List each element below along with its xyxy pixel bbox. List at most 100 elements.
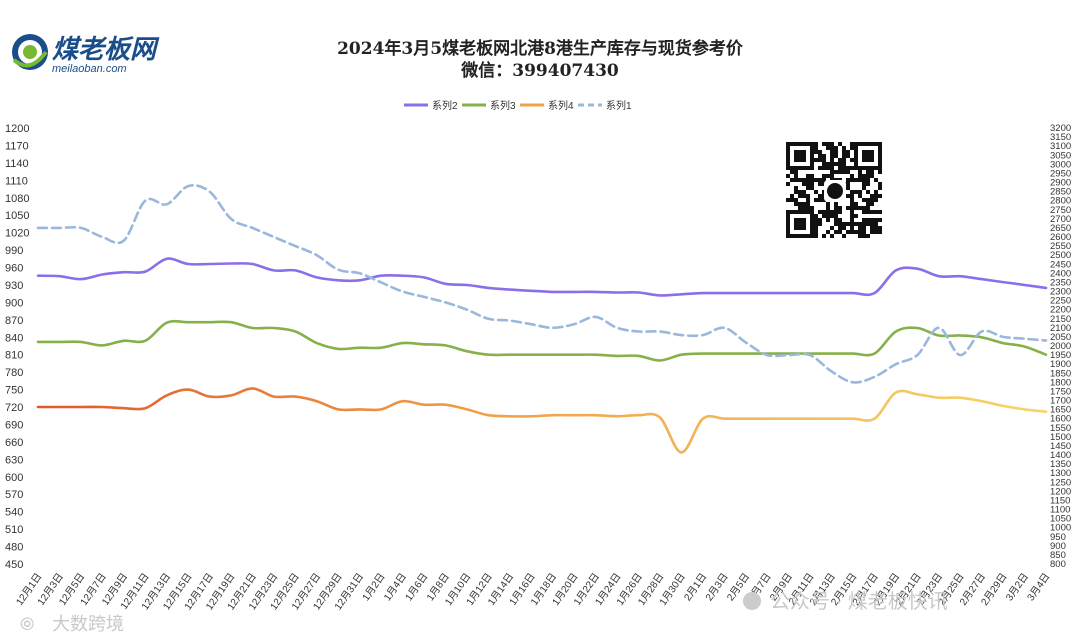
qr-module: [810, 178, 814, 182]
legend-item-label: 系列4: [548, 99, 574, 112]
logo: 煤老板网 meilaoban.com: [12, 34, 160, 75]
qr-module: [802, 178, 806, 182]
qr-module: [846, 178, 850, 182]
y-right-tick-label: 1100: [1050, 505, 1070, 516]
qr-module: [834, 146, 838, 150]
qr-module: [834, 214, 838, 218]
qr-finder-core: [794, 150, 806, 162]
qr-module: [834, 202, 838, 206]
qr-module: [874, 230, 878, 234]
qr-module: [874, 198, 878, 202]
qr-module: [846, 154, 850, 158]
qr-module: [818, 198, 822, 202]
qr-module: [822, 234, 826, 238]
qr-module: [790, 178, 794, 182]
qr-module: [870, 230, 874, 234]
qr-module: [806, 194, 810, 198]
y-right-tick-label: 2900: [1050, 178, 1071, 189]
qr-module: [870, 194, 874, 198]
qr-module: [858, 206, 862, 210]
qr-module: [794, 190, 798, 194]
qr-module: [854, 178, 858, 182]
qr-module: [794, 174, 798, 178]
qr-module: [866, 190, 870, 194]
y-right-tick-label: 1400: [1050, 450, 1071, 461]
qr-module: [874, 222, 878, 226]
qr-module: [862, 210, 866, 214]
qr-module: [846, 170, 850, 174]
qr-finder-core: [862, 150, 874, 162]
qr-module: [826, 142, 830, 146]
qr-module: [866, 182, 870, 186]
qr-module: [826, 166, 830, 170]
qr-module: [846, 230, 850, 234]
qr-module: [846, 206, 850, 210]
series-line-系列2: [36, 257, 1048, 297]
qr-module: [830, 174, 834, 178]
qr-code: [786, 140, 882, 244]
qr-module: [794, 170, 798, 174]
qr-module: [850, 206, 854, 210]
qr-wechat-icon: [827, 183, 843, 199]
y-right-tick-label: 3100: [1050, 141, 1071, 152]
qr-module: [814, 198, 818, 202]
qr-module: [834, 218, 838, 222]
qr-module: [846, 150, 850, 154]
y-left-tick-label: 480: [5, 542, 23, 554]
qr-module: [786, 198, 790, 202]
qr-module: [870, 174, 874, 178]
qr-module: [838, 206, 842, 210]
qr-module: [870, 222, 874, 226]
y-right-tick-label: 1300: [1050, 468, 1071, 479]
qr-module: [806, 198, 810, 202]
qr-module: [830, 162, 834, 166]
qr-module: [878, 170, 882, 174]
qr-module: [850, 214, 854, 218]
qr-module: [862, 198, 866, 202]
qr-module: [818, 166, 822, 170]
qr-module: [858, 178, 862, 182]
y-left-tick-label: 1080: [5, 193, 29, 205]
qr-module: [862, 234, 866, 238]
qr-module: [850, 198, 854, 202]
y-right-tick-label: 2750: [1050, 205, 1071, 216]
y-right-tick-label: 2500: [1050, 250, 1071, 261]
qr-module: [786, 174, 790, 178]
qr-module: [826, 206, 830, 210]
qr-module: [854, 206, 858, 210]
y-left-tick-label: 660: [5, 437, 23, 449]
qr-module: [810, 206, 814, 210]
y-right-tick-label: 1800: [1050, 377, 1071, 388]
y-right-tick-label: 1150: [1050, 495, 1070, 506]
watermark-right: 公众号 · 煤老板快讯: [743, 590, 948, 613]
qr-module: [862, 182, 866, 186]
logo-text: 煤老板网: [52, 35, 160, 65]
qr-module: [850, 194, 854, 198]
qr-module: [842, 146, 846, 150]
qr-module: [814, 222, 818, 226]
y-right-tick-label: 2600: [1050, 232, 1071, 243]
y-left-tick-label: 1050: [5, 210, 29, 222]
qr-module: [842, 158, 846, 162]
series-line-系列4: [36, 387, 1048, 454]
y-right-tick-label: 1700: [1050, 396, 1071, 407]
y-right-tick-label: 2200: [1050, 305, 1071, 316]
qr-module: [790, 170, 794, 174]
qr-module: [794, 198, 798, 202]
qr-module: [814, 150, 818, 154]
qr-module: [866, 222, 870, 226]
qr-module: [830, 234, 834, 238]
qr-module: [862, 218, 866, 222]
qr-module: [838, 230, 842, 234]
y-right-tick-label: 1500: [1050, 432, 1071, 443]
series-line-系列3: [36, 319, 1048, 362]
qr-module: [798, 206, 802, 210]
y-left-tick-label: 960: [5, 263, 23, 275]
qr-module: [850, 210, 854, 214]
qr-module: [826, 210, 830, 214]
qr-module: [822, 214, 826, 218]
qr-module: [826, 214, 830, 218]
qr-module: [814, 230, 818, 234]
qr-module: [826, 218, 830, 222]
qr-module: [842, 170, 846, 174]
